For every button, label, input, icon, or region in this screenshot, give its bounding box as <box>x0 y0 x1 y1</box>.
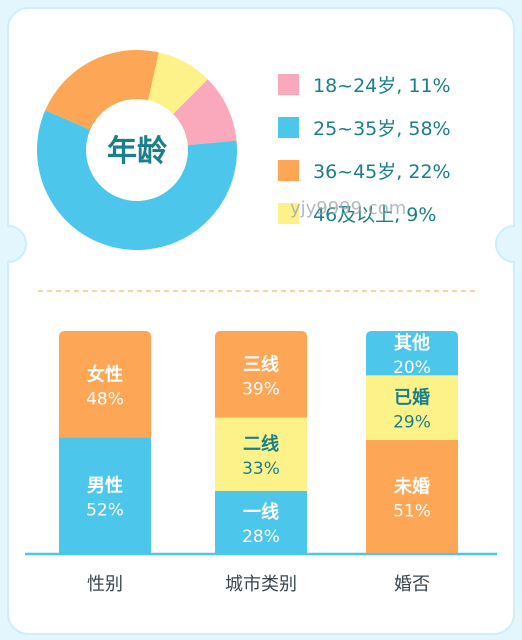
bar-segment-2-3 <box>215 331 307 418</box>
legend-label-2: 25~35岁, 58% <box>313 118 451 140</box>
legend-swatch-2 <box>278 117 299 138</box>
stacked-bar-chart: 男性 52% 女性 48% 性别 一线 28% 二线 33% 三线 39% 城市类别 未婚 51% 已婚 29… <box>25 331 497 595</box>
bar-segment-value-3-1: 51% <box>393 501 431 521</box>
bar-segment-1-1 <box>59 437 151 553</box>
bar-segment-value-1-1: 52% <box>86 500 124 520</box>
bar-segment-value-3-2: 29% <box>393 413 431 433</box>
bar-segment-value-3-3: 20% <box>393 358 431 378</box>
donut-slice-3 <box>45 50 159 130</box>
bar-segment-3-3 <box>366 331 458 376</box>
bar-segment-label-3-1: 未婚 <box>394 475 430 497</box>
bar-segment-1-2 <box>59 331 151 438</box>
bar-segment-value-1-2: 48% <box>86 389 124 409</box>
bar-segment-value-2-3: 39% <box>242 379 280 399</box>
age-donut-chart: 年龄 <box>36 50 237 250</box>
donut-title: 年龄 <box>107 134 168 169</box>
bar-segment-3-1 <box>366 439 458 553</box>
bar-segment-label-2-1: 一线 <box>243 501 279 523</box>
legend-label-4: 46及以上, 9% <box>313 204 436 226</box>
bar-segment-label-3-3: 其他 <box>394 332 430 354</box>
donut-slice-4 <box>148 52 208 114</box>
watermark: yjy9999.com <box>290 198 406 219</box>
legend-label-1: 18~24岁, 11% <box>313 75 451 97</box>
bar-category-label-1: 性别 <box>87 574 123 595</box>
bar-segment-3-2 <box>366 375 458 440</box>
bar-segment-label-2-2: 二线 <box>243 433 279 455</box>
donut-slice-1 <box>173 79 237 146</box>
legend-swatch-4 <box>278 203 299 224</box>
donut-slice-2 <box>36 110 237 250</box>
bar-segment-2-1 <box>215 490 307 553</box>
legend-swatch-3 <box>278 160 299 181</box>
bar-category-label-3: 婚否 <box>394 574 430 595</box>
bar-segment-label-2-3: 三线 <box>243 353 279 375</box>
legend-label-3: 36~45岁, 22% <box>313 161 451 183</box>
age-legend: 18~24岁, 11% 25~35岁, 58% 36~45岁, 22% 46及以上, … <box>278 74 451 226</box>
bar-segment-value-2-2: 33% <box>242 459 280 479</box>
bar-segment-label-1-1: 男性 <box>87 474 123 496</box>
bar-segment-value-2-1: 28% <box>242 527 280 547</box>
bar-segment-2-2 <box>215 417 307 491</box>
bar-segment-label-1-2: 女性 <box>87 363 123 385</box>
bar-segment-label-3-2: 已婚 <box>394 387 430 409</box>
bar-category-label-2: 城市类别 <box>225 574 297 595</box>
legend-swatch-1 <box>278 74 299 95</box>
